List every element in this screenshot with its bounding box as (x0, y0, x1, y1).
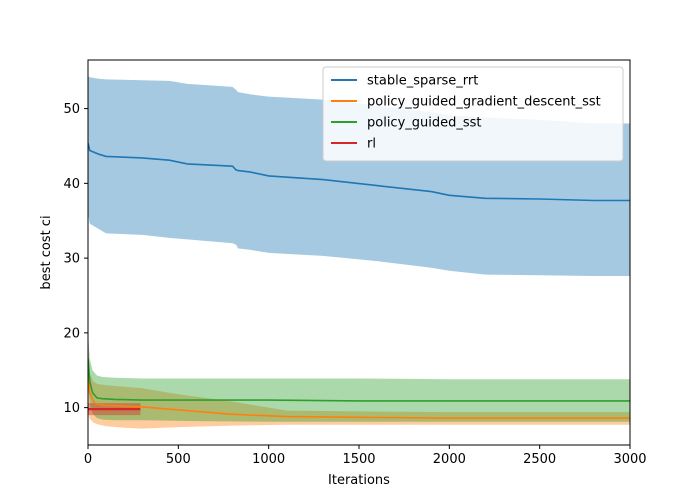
legend-entry-label: stable_sparse_rrt (367, 74, 478, 89)
y-axis-ticks: 10 20 30 40 50 (63, 102, 88, 416)
y-tick-label: 20 (63, 326, 80, 341)
x-tick-label: 500 (166, 452, 191, 467)
x-tick-label: 1000 (252, 452, 285, 467)
series-line-policy-guided-gradient-descent-sst (88, 366, 630, 419)
x-tick-label: 1500 (342, 452, 375, 467)
legend-box (322, 66, 624, 162)
legend-entry-label: policy_guided_gradient_descent_sst (367, 95, 601, 110)
x-axis-label: Iterations (328, 473, 390, 488)
y-tick-label: 40 (63, 177, 80, 192)
legend-entry-label: policy_guided_sst (367, 116, 482, 131)
x-tick-label: 0 (84, 452, 92, 467)
y-axis-label: best cost ci (39, 215, 54, 289)
band-policy-guided-gradient-descent-sst (88, 340, 630, 429)
legend: stable_sparse_rrt policy_guided_gradient_… (322, 66, 624, 162)
x-tick-label: 2500 (523, 452, 556, 467)
x-tick-label: 2000 (433, 452, 466, 467)
series-line-policy-guided-sst (88, 358, 630, 402)
x-axis-ticks: 0 500 1000 1500 2000 2500 3000 (84, 445, 647, 467)
series-lines (88, 142, 630, 419)
x-tick-label: 3000 (613, 452, 646, 467)
y-tick-label: 50 (63, 102, 80, 117)
series-line-stable-sparse-rrt (88, 142, 630, 202)
y-tick-label: 10 (63, 401, 80, 416)
legend-entry-label: rl (367, 137, 376, 152)
y-tick-label: 30 (63, 252, 80, 267)
